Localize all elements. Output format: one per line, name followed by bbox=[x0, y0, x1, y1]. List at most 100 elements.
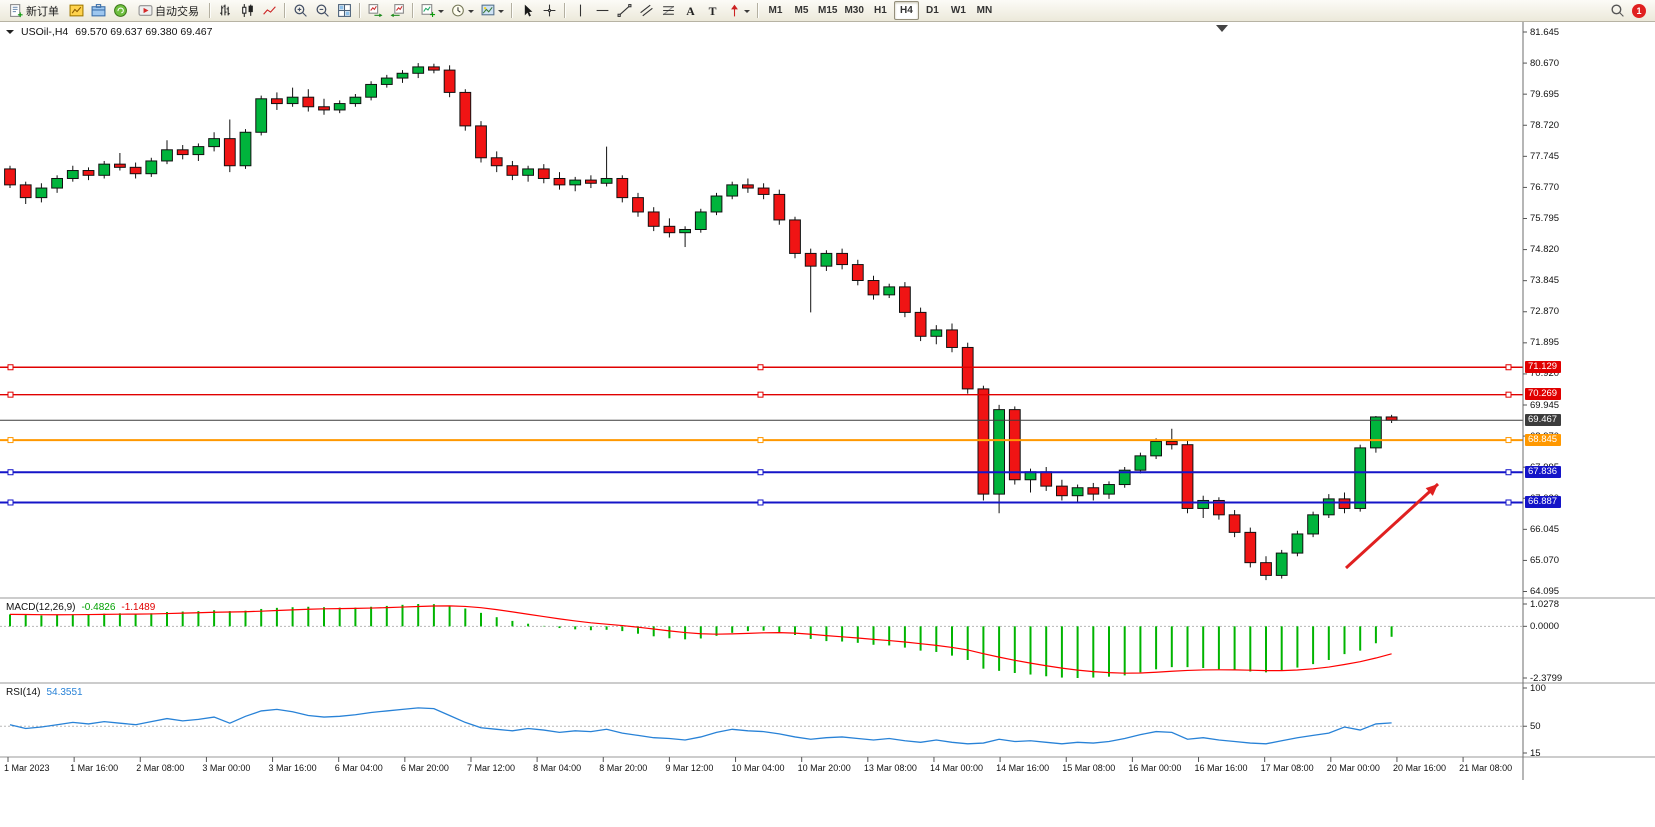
search-icon bbox=[1611, 4, 1624, 17]
horizontal-line-icon bbox=[596, 9, 609, 12]
macd-label: MACD(12,26,9) bbox=[6, 602, 76, 613]
candlestick-chart-button[interactable] bbox=[237, 1, 258, 20]
line-handle[interactable] bbox=[757, 391, 764, 398]
text-icon: A bbox=[686, 5, 695, 18]
toolbar-separator bbox=[412, 3, 414, 18]
toolbar-separator bbox=[284, 3, 286, 18]
toolbar: 新订单 自动交易 bbox=[0, 0, 1655, 22]
chart-shift-marker[interactable] bbox=[1216, 25, 1228, 32]
chart-shift-button[interactable] bbox=[387, 1, 408, 20]
fibonacci-tool-button[interactable] bbox=[658, 1, 679, 20]
bid-price-badge[interactable]: 69.467 bbox=[1525, 413, 1562, 426]
line-handle[interactable] bbox=[1505, 437, 1512, 444]
indicator-scale-label: 1.0278 bbox=[1530, 598, 1560, 610]
text-label-letter: T bbox=[709, 5, 717, 18]
price-line-badge[interactable]: 70.269 bbox=[1525, 388, 1562, 401]
indicators-button[interactable] bbox=[418, 1, 447, 20]
ohlc-expand-icon[interactable] bbox=[6, 30, 14, 38]
timeframe-h4[interactable]: H4 bbox=[893, 1, 919, 20]
text-label-tool-button[interactable]: T bbox=[702, 1, 723, 20]
indicator-scale-label: 0.0000 bbox=[1530, 620, 1560, 632]
arrows-icon bbox=[731, 4, 738, 17]
timeframe-mn[interactable]: MN bbox=[976, 5, 993, 16]
bar-chart-button[interactable] bbox=[215, 1, 236, 20]
price-line-badge[interactable]: 68.845 bbox=[1525, 433, 1562, 446]
price-line-badge[interactable]: 71.129 bbox=[1525, 360, 1562, 373]
strategy-button[interactable] bbox=[110, 1, 131, 20]
timeframe-m15[interactable]: M15 bbox=[818, 5, 838, 16]
line-handle[interactable] bbox=[7, 364, 14, 371]
line-handle[interactable] bbox=[7, 499, 14, 506]
line-handle[interactable] bbox=[1505, 364, 1512, 371]
notification-badge[interactable]: 1 bbox=[1632, 3, 1646, 18]
price-line-badge[interactable]: 67.836 bbox=[1525, 465, 1562, 478]
horizontal-lines-layer[interactable] bbox=[0, 364, 1523, 506]
line-handle[interactable] bbox=[1505, 499, 1512, 506]
indicator-scale-label: 100 bbox=[1530, 682, 1546, 694]
timeframe-m5[interactable]: M5 bbox=[794, 5, 809, 16]
line-handle[interactable] bbox=[7, 469, 14, 476]
fibonacci-icon bbox=[662, 5, 675, 16]
price-axis[interactable]: 81.645 80.670 79.695 78.720 77.745 76.770 75.7… bbox=[1523, 22, 1655, 780]
line-handle[interactable] bbox=[1505, 391, 1512, 398]
trendline-tool-button[interactable] bbox=[614, 1, 635, 20]
channel-icon bbox=[640, 4, 653, 17]
timeframe-h1[interactable]: H1 bbox=[874, 5, 887, 16]
cursor-button[interactable] bbox=[517, 1, 538, 20]
macd-indicator-title: MACD(12,26,9) -0.4826 -1.1489 bbox=[6, 602, 155, 613]
tile-windows-button[interactable] bbox=[334, 1, 355, 20]
auto-scroll-button[interactable] bbox=[365, 1, 386, 20]
rsi-value: 54.3551 bbox=[46, 687, 83, 698]
macd-signal-value: -1.1489 bbox=[121, 602, 156, 613]
price-axis-label: 73.845 bbox=[1530, 275, 1560, 287]
line-handle[interactable] bbox=[1505, 469, 1512, 476]
vertical-line-tool-button[interactable] bbox=[570, 1, 591, 20]
crosshair-icon bbox=[543, 4, 556, 17]
bar-chart-icon bbox=[220, 4, 230, 16]
timeframe-group: M1 M5 M15 M30 H1 H4 D1 W1 MN bbox=[763, 1, 997, 20]
zoom-out-button[interactable] bbox=[312, 1, 333, 20]
templates-button[interactable] bbox=[478, 1, 507, 20]
toolbar-separator bbox=[209, 3, 211, 18]
line-chart-icon bbox=[263, 6, 276, 15]
periods-icon bbox=[452, 4, 464, 17]
templates-icon bbox=[481, 4, 495, 16]
timeframe-m30[interactable]: M30 bbox=[844, 5, 864, 16]
crosshair-button[interactable] bbox=[539, 1, 560, 20]
rsi-line bbox=[9, 707, 1392, 745]
price-axis-label: 77.745 bbox=[1530, 150, 1560, 162]
price-axis-label: 76.770 bbox=[1530, 181, 1560, 193]
macd-histogram bbox=[9, 604, 1393, 678]
periods-button[interactable] bbox=[448, 1, 477, 20]
line-handle[interactable] bbox=[757, 469, 764, 476]
timeframe-m1[interactable]: M1 bbox=[768, 5, 783, 16]
text-tool-letter: A bbox=[686, 5, 695, 18]
new-order-button[interactable]: 新订单 bbox=[3, 1, 65, 20]
price-line-badge[interactable]: 66.887 bbox=[1525, 495, 1562, 508]
price-chart-canvas[interactable] bbox=[0, 22, 1655, 827]
toolbox-button[interactable] bbox=[88, 1, 109, 20]
arrow-annotation[interactable] bbox=[1344, 482, 1440, 570]
line-handle[interactable] bbox=[7, 391, 14, 398]
horizontal-line-tool-button[interactable] bbox=[592, 1, 613, 20]
chart-title: USOil-,H4 69.570 69.637 69.380 69.467 bbox=[6, 26, 212, 38]
timeframe-w1[interactable]: W1 bbox=[950, 5, 966, 16]
channel-tool-button[interactable] bbox=[636, 1, 657, 20]
text-tool-button[interactable]: A bbox=[680, 1, 701, 20]
line-handle[interactable] bbox=[757, 364, 764, 371]
algo-trading-button[interactable]: 自动交易 bbox=[132, 1, 205, 20]
indicator-scale-label: 50 bbox=[1530, 720, 1541, 732]
arrows-tool-button[interactable] bbox=[724, 1, 753, 20]
market-watch-button[interactable] bbox=[66, 1, 87, 20]
timeframe-d1[interactable]: D1 bbox=[926, 5, 939, 16]
line-chart-button[interactable] bbox=[259, 1, 280, 20]
algo-trading-icon bbox=[138, 5, 153, 16]
zoom-in-icon bbox=[294, 4, 307, 17]
line-handle[interactable] bbox=[757, 499, 764, 506]
line-handle[interactable] bbox=[7, 437, 14, 444]
search-button[interactable] bbox=[1607, 1, 1628, 20]
chart-area[interactable]: USOil-,H4 69.570 69.637 69.380 69.467 MA… bbox=[0, 22, 1655, 827]
line-handle[interactable] bbox=[757, 437, 764, 444]
zoom-in-button[interactable] bbox=[290, 1, 311, 20]
price-axis-label: 66.045 bbox=[1530, 523, 1560, 535]
